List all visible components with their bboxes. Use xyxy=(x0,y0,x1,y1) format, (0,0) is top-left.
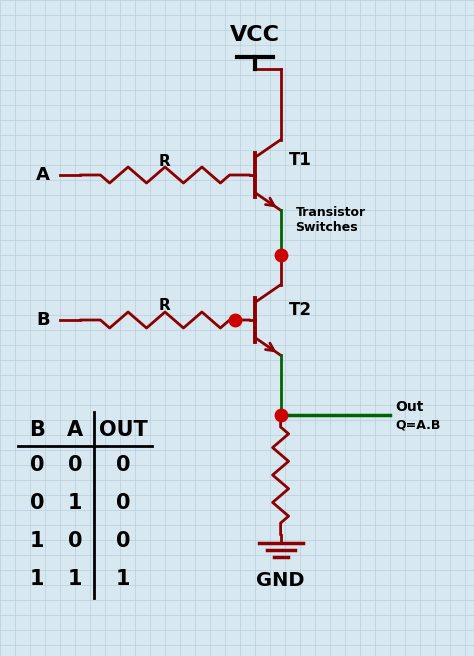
Text: T1: T1 xyxy=(289,151,311,169)
Text: 1: 1 xyxy=(30,569,44,589)
Text: 0: 0 xyxy=(116,531,130,551)
Text: B: B xyxy=(29,420,45,440)
Text: 1: 1 xyxy=(116,569,130,589)
Text: 0: 0 xyxy=(68,531,82,551)
Text: OUT: OUT xyxy=(99,420,147,440)
Text: 0: 0 xyxy=(30,493,44,513)
Text: R: R xyxy=(159,298,171,314)
Text: A: A xyxy=(36,166,50,184)
Text: R: R xyxy=(159,154,171,169)
Text: B: B xyxy=(36,311,50,329)
Text: Out: Out xyxy=(395,400,423,414)
Text: 0: 0 xyxy=(68,455,82,475)
Text: VCC: VCC xyxy=(230,25,280,45)
Text: T2: T2 xyxy=(289,301,311,319)
Text: 1: 1 xyxy=(30,531,44,551)
Text: 1: 1 xyxy=(68,569,82,589)
Text: 1: 1 xyxy=(68,493,82,513)
Text: Q=A.B: Q=A.B xyxy=(395,419,440,432)
Text: A: A xyxy=(67,420,83,440)
Text: Transistor
Switches: Transistor Switches xyxy=(296,206,366,234)
Text: 0: 0 xyxy=(30,455,44,475)
Text: GND: GND xyxy=(256,571,305,590)
Text: 0: 0 xyxy=(116,455,130,475)
Text: 0: 0 xyxy=(116,493,130,513)
